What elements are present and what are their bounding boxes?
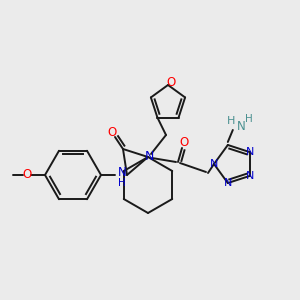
Text: O: O <box>179 136 189 149</box>
Text: N: N <box>246 147 254 157</box>
Text: N: N <box>144 149 154 163</box>
Text: H: H <box>245 114 253 124</box>
Text: H: H <box>118 178 126 188</box>
Text: N: N <box>224 178 232 188</box>
Text: H: H <box>226 116 235 126</box>
Text: O: O <box>107 127 117 140</box>
Text: N: N <box>236 121 245 134</box>
Text: O: O <box>167 76 176 89</box>
Text: N: N <box>118 167 126 179</box>
Text: N: N <box>246 171 254 181</box>
Text: N: N <box>210 159 218 169</box>
Text: O: O <box>22 169 32 182</box>
